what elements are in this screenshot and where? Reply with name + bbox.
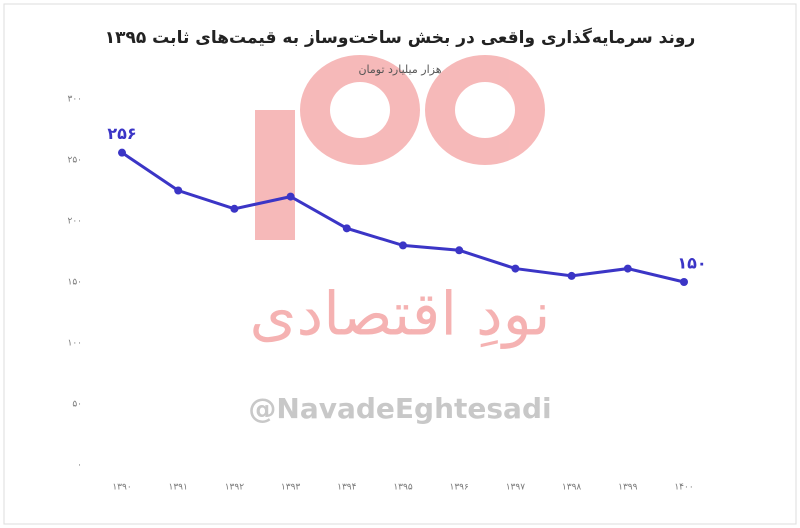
data-label: ۱۵۰ xyxy=(677,254,706,273)
y-tick-label: ۱۵۰ xyxy=(67,278,82,288)
y-tick-label: ۱۰۰ xyxy=(67,339,82,349)
marker xyxy=(680,278,688,286)
logo xyxy=(255,55,545,240)
x-tick-label: ۱۳۹۷ xyxy=(506,483,526,493)
x-tick-label: ۱۳۹۳ xyxy=(281,483,301,493)
x-tick-label: ۱۳۹۰ xyxy=(112,483,131,493)
chart-title: روند سرمایه‌گذاری واقعی در بخش ساخت‌وساز… xyxy=(105,27,696,48)
y-tick-label: ۲۵۰ xyxy=(67,156,82,166)
x-tick-label: ۱۳۹۲ xyxy=(225,483,245,493)
x-tick-label: ۱۳۹۴ xyxy=(337,483,357,493)
marker xyxy=(455,246,464,255)
y-tick-label: ۳۰۰ xyxy=(67,95,82,105)
y-tick-label: ۲۰۰ xyxy=(67,217,82,227)
x-tick-label: ۱۳۹۱ xyxy=(169,483,188,493)
watermark: نودِ اقتصادی xyxy=(250,280,551,350)
x-tick-label: ۱۳۹۸ xyxy=(562,483,582,493)
marker xyxy=(623,264,632,273)
x-tick-label: ۱۴۰۰ xyxy=(674,483,693,493)
marker xyxy=(342,224,351,233)
marker xyxy=(118,148,126,157)
y-tick-label: ۰ xyxy=(77,461,82,471)
marker xyxy=(399,241,407,250)
marker xyxy=(511,264,520,273)
data-label: ۲۵۶ xyxy=(107,124,136,143)
marker xyxy=(174,186,183,195)
marker xyxy=(230,204,239,213)
y-tick-label: ۵۰ xyxy=(72,400,82,410)
x-tick-label: ۱۳۹۶ xyxy=(450,483,470,493)
x-tick-label: ۱۳۹۹ xyxy=(618,483,638,493)
chart-subtitle: هزار میلیارد تومان xyxy=(358,63,441,76)
x-tick-label: ۱۳۹۵ xyxy=(393,483,413,493)
marker xyxy=(286,192,295,201)
watermark-handle: @NavadeEghtesadi xyxy=(248,392,551,425)
marker xyxy=(567,271,576,280)
